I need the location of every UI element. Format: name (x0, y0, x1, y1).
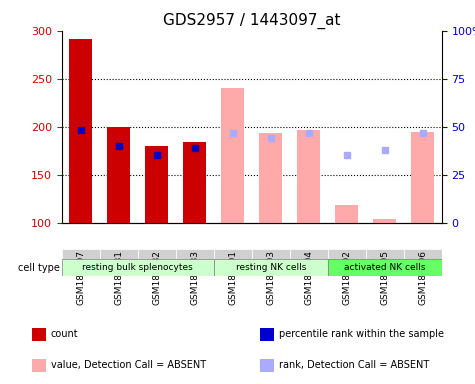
Text: rank, Detection Call = ABSENT: rank, Detection Call = ABSENT (278, 360, 429, 370)
Text: GSM188003: GSM188003 (266, 250, 275, 305)
FancyBboxPatch shape (176, 249, 214, 276)
Text: percentile rank within the sample: percentile rank within the sample (278, 329, 444, 339)
Text: GSM188181: GSM188181 (114, 250, 123, 305)
Text: resting bulk splenocytes: resting bulk splenocytes (82, 263, 193, 273)
Text: GSM188005: GSM188005 (380, 250, 389, 305)
Bar (297, 130, 320, 223)
Bar (260, 328, 274, 341)
Title: GDS2957 / 1443097_at: GDS2957 / 1443097_at (163, 13, 341, 29)
FancyBboxPatch shape (404, 249, 442, 276)
Text: count: count (50, 329, 78, 339)
FancyBboxPatch shape (328, 259, 442, 276)
Text: value, Detection Call = ABSENT: value, Detection Call = ABSENT (50, 360, 206, 370)
Text: GSM188182: GSM188182 (152, 250, 161, 305)
Text: GSM188001: GSM188001 (228, 250, 237, 305)
Text: cell type: cell type (18, 263, 60, 273)
Bar (259, 134, 282, 223)
Text: activated NK cells: activated NK cells (344, 263, 426, 273)
FancyBboxPatch shape (214, 249, 252, 276)
FancyBboxPatch shape (138, 249, 176, 276)
Bar (145, 146, 168, 223)
Bar (221, 88, 244, 223)
FancyBboxPatch shape (290, 249, 328, 276)
Text: GSM188004: GSM188004 (304, 250, 313, 305)
Text: GSM188007: GSM188007 (76, 250, 85, 305)
Bar (32, 328, 46, 341)
FancyBboxPatch shape (214, 259, 328, 276)
FancyBboxPatch shape (252, 249, 290, 276)
Bar (373, 219, 396, 223)
Text: resting NK cells: resting NK cells (236, 263, 306, 273)
Text: GSM188006: GSM188006 (418, 250, 427, 305)
Bar (411, 132, 434, 223)
Bar (69, 40, 92, 223)
FancyBboxPatch shape (62, 259, 214, 276)
Bar (260, 359, 274, 372)
Bar (183, 142, 206, 223)
FancyBboxPatch shape (328, 249, 366, 276)
FancyBboxPatch shape (62, 249, 100, 276)
Text: GSM188183: GSM188183 (190, 250, 199, 305)
Text: GSM188002: GSM188002 (342, 250, 351, 305)
FancyBboxPatch shape (366, 249, 404, 276)
Bar (335, 205, 358, 223)
Bar (107, 127, 130, 223)
FancyBboxPatch shape (100, 249, 138, 276)
Bar (32, 359, 46, 372)
